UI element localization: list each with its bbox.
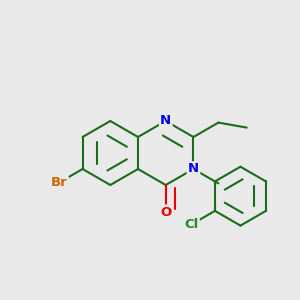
Text: N: N [188,163,199,176]
Text: Cl: Cl [184,218,199,231]
Text: O: O [160,206,171,219]
Text: Br: Br [51,176,68,189]
Text: N: N [160,115,171,128]
